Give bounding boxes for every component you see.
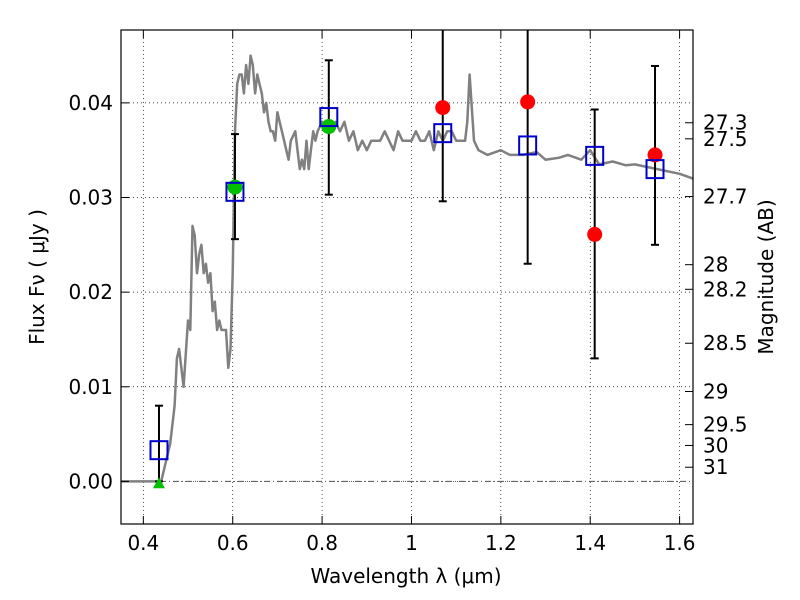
x-tick-label: 0.6 <box>217 531 249 555</box>
y2-axis-label: Magnitude (AB) <box>754 199 778 354</box>
x-axis-label: Wavelength λ (μm) <box>310 564 501 588</box>
error-bars-layer <box>154 30 660 483</box>
blue-square-marker <box>149 440 169 461</box>
green-triangle-marker <box>152 477 165 489</box>
blue-square-marker <box>225 181 245 202</box>
x-tick-label: 0.8 <box>306 531 338 555</box>
y-tick-label: 0.01 <box>68 375 113 399</box>
y-tick-label: 0.02 <box>68 280 113 304</box>
red-circle-marker <box>587 226 603 242</box>
y2-tick-label: 27.5 <box>703 127 748 151</box>
y2-tick-label: 27.7 <box>703 185 748 209</box>
ticks-layer <box>121 30 693 524</box>
x-tick-label: 1.2 <box>485 531 517 555</box>
y-tick-label: 0.00 <box>68 469 113 493</box>
y2-tick-label: 28.2 <box>703 277 748 301</box>
y2-tick-label: 31 <box>703 455 728 479</box>
y2-tick-label: 30 <box>703 433 728 457</box>
blue-square-marker <box>645 159 665 180</box>
blue-square-marker <box>319 107 339 128</box>
y-axis-label: Flux Fν ( μJy ) <box>25 209 49 345</box>
tick-labels-layer: 0.4 0.6 0.8 1 1.2 1.4 1.6 0.00 0.01 0.02 0.03 0.04 2… <box>68 91 747 555</box>
x-tick-label: 1.6 <box>664 531 696 555</box>
model-spectrum-line <box>121 54 694 483</box>
y2-tick-label: 28.5 <box>703 331 748 355</box>
plot-frame <box>120 29 694 525</box>
blue-square-marker <box>518 135 538 156</box>
red-circle-marker <box>520 94 536 110</box>
x-tick-label: 1 <box>405 531 418 555</box>
y2-tick-label: 28 <box>703 253 728 277</box>
y2-tick-label: 27.3 <box>703 111 748 135</box>
red-circle-marker <box>435 100 451 116</box>
markers-layer <box>149 94 665 489</box>
blue-square-marker <box>585 145 605 166</box>
y-tick-label: 0.03 <box>68 186 113 210</box>
x-tick-label: 0.4 <box>127 531 159 555</box>
blue-square-marker <box>433 123 453 144</box>
red-circle-marker <box>647 147 663 163</box>
y2-tick-label: 29.5 <box>703 413 748 437</box>
grid <box>121 30 693 524</box>
y2-tick-label: 29 <box>703 380 728 404</box>
y-tick-label: 0.04 <box>68 91 113 115</box>
x-tick-label: 1.4 <box>574 531 606 555</box>
model-spectrum-layer <box>121 54 694 483</box>
